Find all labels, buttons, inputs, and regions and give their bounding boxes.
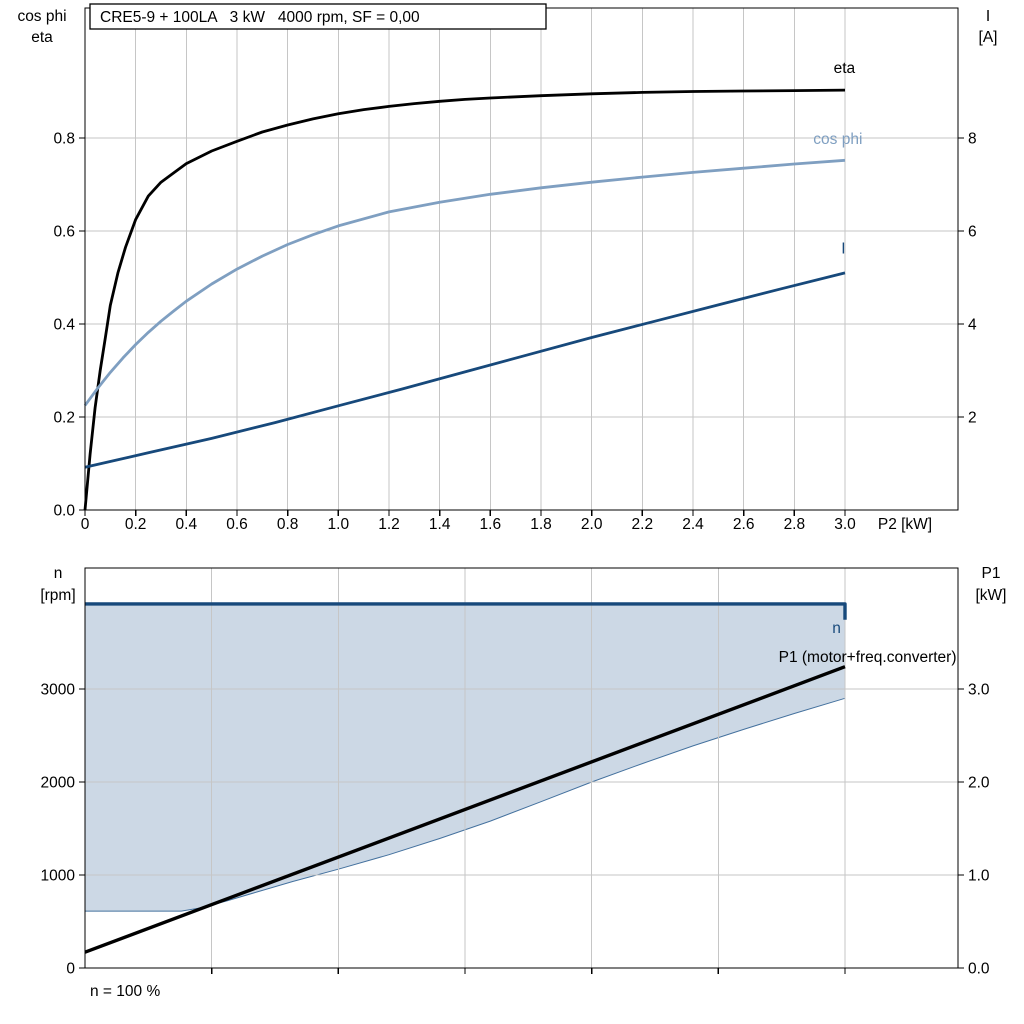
- x-tick-label: 1.8: [530, 516, 552, 533]
- bottom-series-layer: [84, 602, 847, 954]
- right-tick-label: 1.0: [968, 867, 990, 884]
- left-tick-label: 0.6: [53, 224, 75, 241]
- bottom-left-axis-title-line2: [rpm]: [40, 587, 75, 604]
- bottom-frame-layer: 0 1000 2000 3000 0.0 1.0 2.0 3.0: [41, 567, 990, 978]
- x-tick-label: 0.8: [277, 516, 299, 533]
- top-curve-label-layer: eta cos phi I: [813, 60, 862, 257]
- bottom-left-axis-title-line1: n: [54, 565, 63, 582]
- left-tick-label: 0.2: [53, 410, 75, 427]
- x-tick-label: 1.2: [378, 516, 400, 533]
- series-p1-motor-freq-converter-label: P1 (motor+freq.converter): [779, 649, 957, 666]
- left-tick-label: 2000: [41, 774, 76, 791]
- left-tick-label: 0.0: [53, 503, 75, 520]
- series-p1-motor-freq-converter-line: [84, 665, 846, 954]
- series-cos-phi-label: cos phi: [813, 131, 862, 148]
- left-tick-label: 0: [66, 961, 75, 978]
- chart-title-box: CRE5-9 + 100LA 3 kW 4000 rpm, SF = 0,00: [89, 3, 547, 30]
- right-tick-label: 8: [968, 131, 977, 148]
- x-tick-label: 0.4: [176, 516, 198, 533]
- x-tick-label: 1.0: [328, 516, 350, 533]
- bottom-curve-label-layer: n P1 (motor+freq.converter): [779, 620, 957, 666]
- top-chart-svg: eta cos phi I 0 0.2 0.4 0.6 0.8 1.0 1.2 1.4 1.6 1.8 2…: [17, 3, 998, 533]
- left-tick-label: 1000: [41, 867, 76, 884]
- x-tick-label: 2.8: [784, 516, 806, 533]
- speed-footnote: n = 100 %: [90, 983, 160, 1000]
- plot-frame: [84, 567, 959, 969]
- series-i-label: I: [841, 240, 845, 257]
- plot-frame: [84, 7, 959, 511]
- x-tick-label: 2.2: [632, 516, 654, 533]
- left-tick-label: 0.4: [53, 317, 75, 334]
- bottom-right-axis-title-line2: [kW]: [976, 587, 1007, 604]
- x-axis-title: P2 [kW]: [878, 516, 932, 533]
- x-tick-label: 1.4: [429, 516, 451, 533]
- bottom-right-axis-title-line1: P1: [982, 565, 1001, 582]
- top-frame-layer: 0 0.2 0.4 0.6 0.8 1.0 1.2 1.4 1.6 1.8 2.0 2.2 2.4 2.6…: [53, 7, 977, 533]
- right-tick-label: 6: [968, 224, 977, 241]
- series-n-label: n: [832, 620, 841, 637]
- right-tick-label: 0.0: [968, 961, 990, 978]
- top-left-axis-title-line2: eta: [31, 29, 53, 46]
- top-grid-layer: [85, 8, 958, 510]
- series-n-line: [85, 602, 847, 620]
- left-tick-label: 0.8: [53, 131, 75, 148]
- x-tick-label: 0: [81, 516, 90, 533]
- right-tick-label: 4: [968, 317, 977, 334]
- x-tick-label: 2.6: [733, 516, 755, 533]
- right-tick-label: 2: [968, 410, 977, 427]
- top-series-layer: [83, 88, 846, 511]
- bottom-grid-layer: [85, 568, 958, 968]
- right-tick-label: 3.0: [968, 681, 990, 698]
- chart-title: CRE5-9 + 100LA 3 kW 4000 rpm, SF = 0,00: [100, 9, 420, 26]
- top-chart-layers: eta cos phi I 0 0.2 0.4 0.6 0.8 1.0 1.2 1.4 1.6 1.8 2…: [53, 7, 977, 533]
- x-tick-label: 0.2: [125, 516, 147, 533]
- series-i-line: [84, 271, 846, 469]
- chart-title-box-rect: [89, 3, 547, 30]
- x-tick-label: 1.6: [480, 516, 502, 533]
- right-tick-label: 2.0: [968, 774, 990, 791]
- x-tick-label: 2.4: [682, 516, 704, 533]
- x-tick-label: 2.0: [581, 516, 603, 533]
- top-right-axis-title-line2: [A]: [979, 29, 998, 46]
- series-eta-line: [83, 88, 846, 511]
- series-eta-label: eta: [834, 60, 856, 77]
- bottom-chart-svg: nP1 (motor+freq.converter)01000200030000…: [40, 565, 1007, 1000]
- top-left-axis-title-line1: cos phi: [17, 8, 66, 25]
- series-cos-phi-line: [83, 158, 846, 407]
- x-tick-label: 3.0: [834, 516, 856, 533]
- top-right-axis-title-line1: I: [986, 8, 990, 25]
- bottom-chart-layers: nP1 (motor+freq.converter)01000200030000…: [41, 567, 990, 978]
- x-tick-label: 0.6: [226, 516, 248, 533]
- left-tick-label: 3000: [41, 681, 76, 698]
